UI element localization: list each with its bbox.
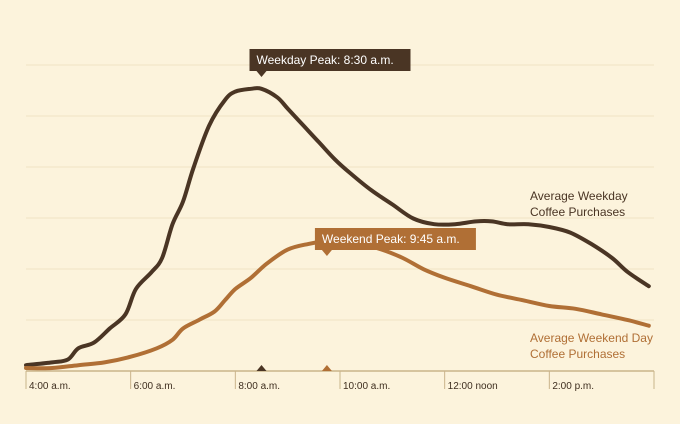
weekend-peak-callout-label: Weekend Peak: 9:45 a.m.: [322, 232, 460, 246]
x-tick-label: 4:00 a.m.: [29, 381, 71, 392]
weekend-series-line: [24, 238, 651, 371]
weekday-peak-marker: [256, 365, 267, 371]
weekend-series-label: Average Weekend Day: [530, 331, 653, 345]
x-tick-label: 10:00 a.m.: [343, 381, 390, 392]
weekend-peak-callout-box: [314, 228, 476, 250]
x-tick-label: 12:00 noon: [448, 381, 498, 392]
weekday-series-label: Coffee Purchases: [530, 205, 625, 219]
weekend-series-label: Coffee Purchases: [530, 347, 625, 361]
weekend-peak-marker: [321, 365, 332, 371]
weekend-peak-callout-pointer: [321, 250, 332, 256]
x-tick-label: 2:00 p.m.: [552, 381, 594, 392]
weekday-peak-callout-box: [249, 49, 411, 71]
weekday-peak-callout-pointer: [256, 71, 267, 77]
weekday-series-label: Average Weekday: [530, 189, 628, 203]
weekday-peak-callout-label: Weekday Peak: 8:30 a.m.: [257, 53, 394, 67]
x-tick-label: 8:00 a.m.: [238, 381, 280, 392]
weekday-series-line: [24, 86, 651, 368]
x-tick-label: 6:00 a.m.: [134, 381, 176, 392]
